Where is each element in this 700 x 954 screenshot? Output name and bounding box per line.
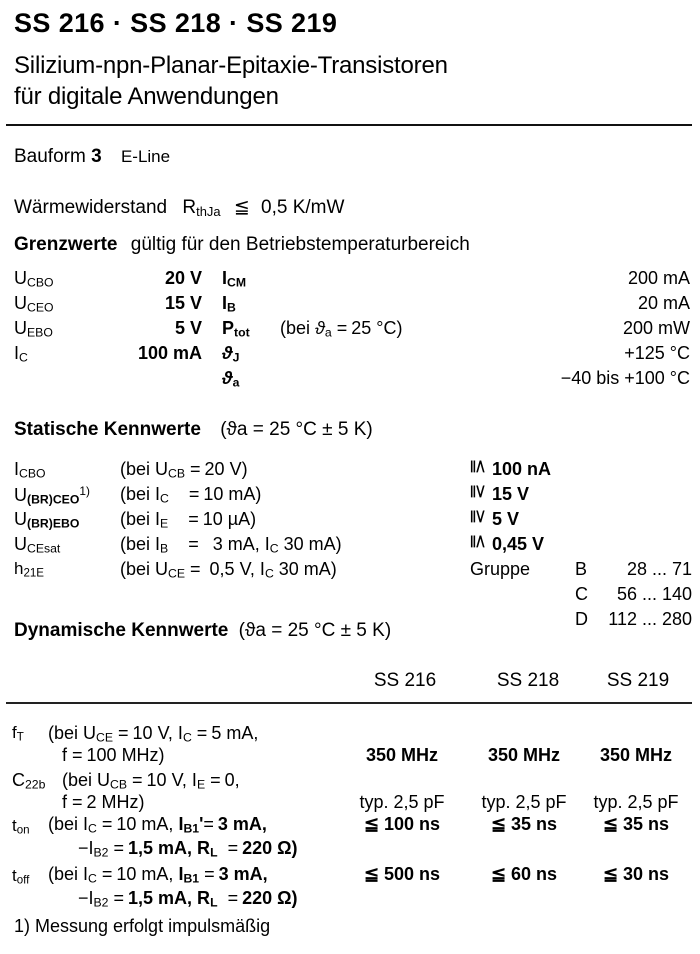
static-heading: Statische Kennwerte (ϑa = 25 °C ± 5 K)	[14, 419, 373, 441]
static-symbol: U(BR)EBO	[14, 509, 80, 531]
limit-symbol: UEBO	[14, 318, 53, 340]
dynamic-table-divider	[6, 702, 692, 704]
dynamic-symbol: ton	[12, 816, 30, 837]
limit-value: 200 mW	[622, 318, 690, 338]
dynamic-column-header: SS 219	[606, 670, 670, 691]
thermal-label: Wärmewiderstand	[14, 197, 168, 218]
limits-heading: Grenzwerte gültig für den Betriebstemper…	[14, 234, 470, 256]
static-value: 0,45 V	[492, 534, 545, 554]
dynamic-value: 350 MHz	[599, 745, 673, 765]
dynamic-value: 350 MHz	[365, 745, 439, 765]
subtitle-line-1: Silizium-npn-Planar-Epitaxie-Transistore…	[14, 52, 448, 79]
package-name: E-Line	[120, 147, 171, 166]
package-value: 3	[91, 146, 102, 167]
static-symbol: h21E	[14, 559, 45, 580]
groups-label: Gruppe	[470, 559, 531, 579]
static-heading-bold: Statische Kennwerte	[14, 419, 201, 440]
limit-symbol: Ptot	[222, 318, 250, 340]
dynamic-column-header: SS 218	[496, 670, 560, 691]
group-range: 112 ... 280	[608, 609, 692, 629]
package-line: Bauform 3 E-Line	[14, 146, 170, 168]
static-heading-condition: (ϑa = 25 °C ± 5 K)	[220, 419, 373, 440]
dynamic-heading: Dynamische Kennwerte (ϑa = 25 °C ± 5 K)	[14, 620, 391, 642]
limit-value: +125 °C	[624, 343, 690, 363]
dynamic-symbol: C22b	[12, 770, 46, 792]
dynamic-value: typ. 2,5 pF	[359, 792, 445, 812]
dynamic-value: ≦ 100 ns	[363, 814, 441, 834]
thermal-operator: ≦	[233, 197, 250, 218]
dynamic-condition-line2: f = 100 MHz)	[62, 745, 165, 765]
static-condition: (bei IE = 10 µA)	[120, 509, 257, 531]
static-value: 15 V	[492, 484, 530, 504]
limit-symbol: ICM	[222, 268, 247, 290]
static-condition: (bei UCB = 20 V)	[120, 459, 248, 481]
group-letter: B	[575, 559, 588, 579]
static-operator: ≦	[467, 458, 489, 475]
limit-condition: (bei ϑa = 25 °C)	[280, 318, 403, 340]
dynamic-value: ≦ 500 ns	[363, 864, 441, 884]
limit-value: 100 mA	[137, 343, 202, 363]
page-title: SS 216 · SS 218 · SS 219	[14, 8, 338, 38]
limits-heading-rest: gültig für den Betriebstemperaturbereich	[130, 234, 470, 255]
dynamic-column-header: SS 216	[373, 670, 437, 691]
limit-symbol: ϑJ	[222, 343, 240, 365]
footnote: 1) Messung erfolgt impulsmäßig	[14, 916, 271, 936]
dynamic-value: ≦ 60 ns	[490, 864, 558, 884]
thermal-resistance-line: Wärmewiderstand RthJa ≦ 0,5 K/mW	[14, 196, 344, 219]
subtitle-line-2: für digitale Anwendungen	[14, 83, 279, 110]
limit-symbol: UCBO	[14, 268, 54, 290]
static-condition: (bei UCE = 0,5 V, IC 30 mA)	[120, 559, 337, 581]
dynamic-condition-line1: (bei UCE = 10 V, IC = 5 mA,	[48, 723, 259, 745]
thermal-symbol: RthJa	[182, 197, 221, 219]
static-condition: (bei IC = 10 mA)	[120, 484, 262, 506]
dynamic-condition-line1: (bei IC = 10 mA, IB1 = 3 mA,	[48, 864, 268, 886]
dynamic-value: ≦ 30 ns	[602, 864, 670, 884]
dynamic-value: ≦ 35 ns	[490, 814, 558, 834]
static-condition: (bei IB = 3 mA, IC 30 mA)	[120, 534, 342, 556]
limit-symbol: IC	[14, 343, 28, 365]
static-symbol: UCEsat	[14, 534, 61, 556]
package-label: Bauform	[14, 146, 86, 167]
dynamic-condition-line2: f = 2 MHz)	[62, 792, 145, 812]
group-letter: C	[575, 584, 588, 604]
static-operator: ≦	[467, 533, 489, 550]
dynamic-condition-line2: −IB2 = 1,5 mA, RL = 220 Ω)	[78, 888, 298, 910]
header-divider	[6, 124, 692, 126]
static-symbol: U(BR)CEO1)	[14, 484, 90, 507]
dynamic-symbol: fT	[12, 723, 24, 744]
dynamic-symbol: toff	[12, 866, 30, 887]
dynamic-condition-line1: (bei IC = 10 mA, IB1'= 3 mA,	[48, 814, 267, 836]
limits-heading-bold: Grenzwerte	[14, 234, 118, 255]
thermal-value: 0,5 K/mW	[261, 197, 345, 218]
static-operator: ≧	[467, 483, 489, 500]
static-operator: ≧	[467, 508, 489, 525]
limit-symbol: IB	[222, 293, 236, 315]
group-range: 56 ... 140	[616, 584, 692, 604]
limit-value: 200 mA	[627, 268, 690, 288]
limit-symbol: ϑa	[222, 368, 240, 390]
group-letter: D	[575, 609, 588, 629]
dynamic-condition-line1: (bei UCB = 10 V, IE = 0,	[62, 770, 240, 792]
static-value: 100 nA	[492, 459, 552, 479]
limit-value: 15 V	[164, 293, 202, 313]
limit-value: 5 V	[174, 318, 202, 338]
limit-value: 20 V	[164, 268, 202, 288]
limit-symbol: UCEO	[14, 293, 54, 315]
limit-value: 20 mA	[637, 293, 690, 313]
dynamic-condition-line2: −IB2 = 1,5 mA, RL = 220 Ω)	[78, 838, 298, 860]
dynamic-heading-condition: (ϑa = 25 °C ± 5 K)	[238, 620, 392, 641]
dynamic-heading-bold: Dynamische Kennwerte	[14, 620, 229, 641]
dynamic-value: 350 MHz	[487, 745, 561, 765]
dynamic-value: ≦ 35 ns	[602, 814, 670, 834]
dynamic-value: typ. 2,5 pF	[481, 792, 567, 812]
dynamic-value: typ. 2,5 pF	[593, 792, 679, 812]
group-range: 28 ... 71	[626, 559, 692, 579]
limit-value: −40 bis +100 °C	[560, 368, 690, 388]
static-symbol: ICBO	[14, 459, 46, 481]
static-value: 5 V	[492, 509, 520, 529]
